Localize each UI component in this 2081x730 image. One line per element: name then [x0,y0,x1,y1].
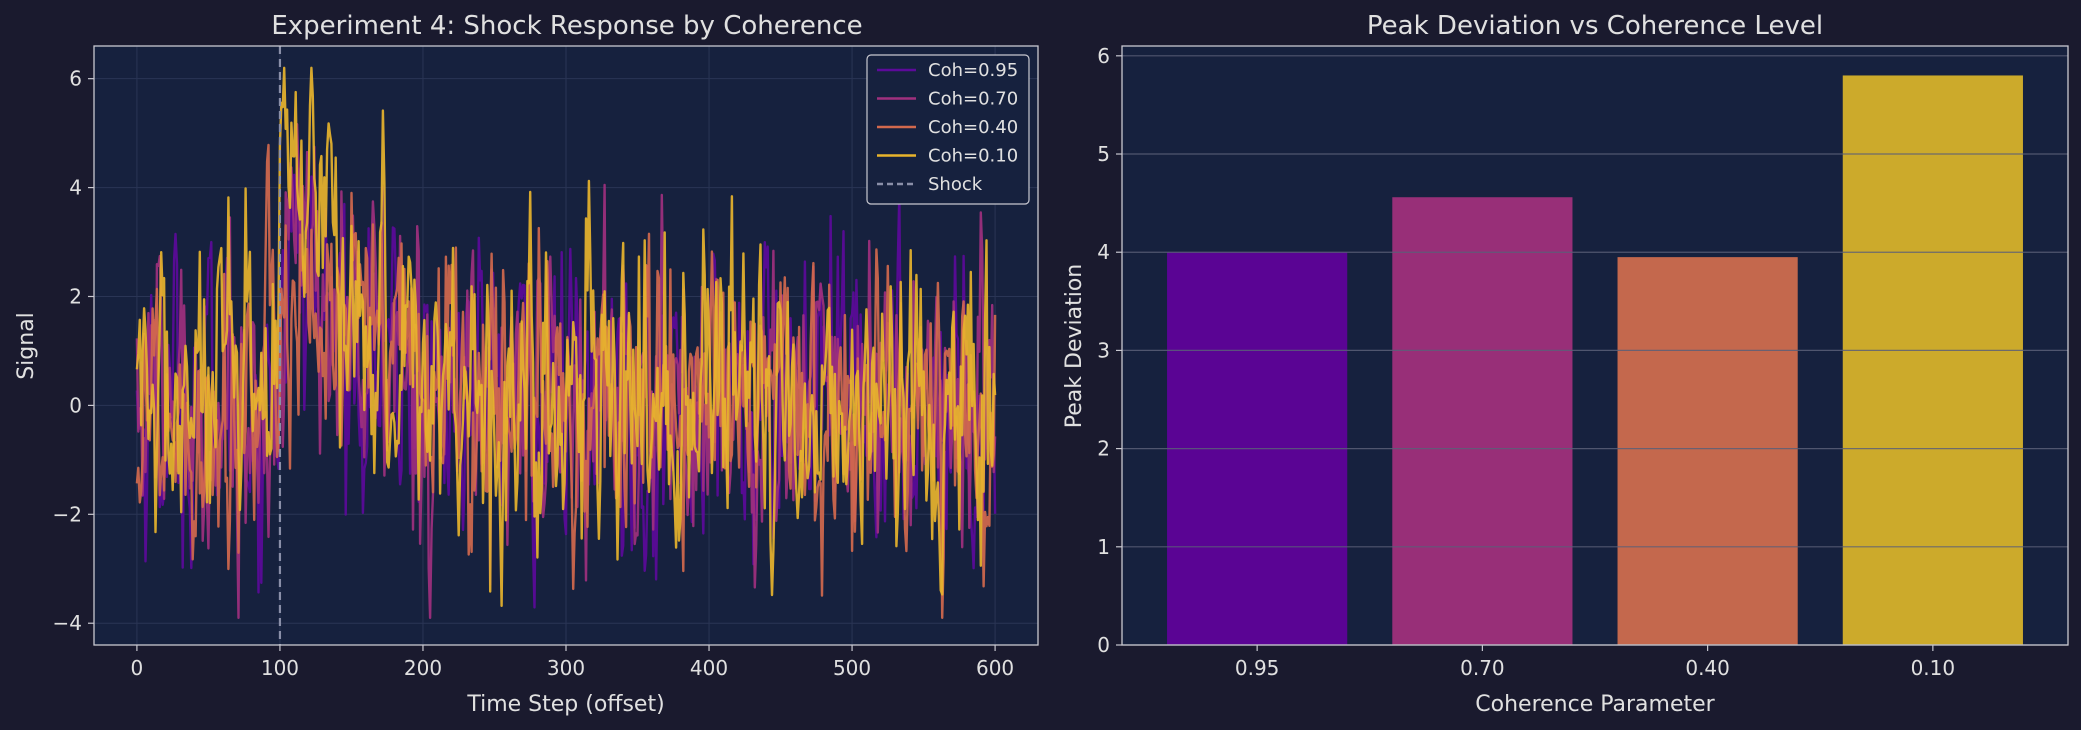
series-line [135,66,997,607]
y-tick-label: 6 [1097,44,1110,68]
legend-label: Coh=0.10 [928,146,1018,167]
line-chart-x-label: Time Step (offset) [466,692,664,717]
line-chart-legend: Coh=0.95 Coh=0.70 Coh=0.40 Coh=0.10 Shock [866,54,1030,205]
x-tick-label: 0.40 [1685,656,1730,680]
line-chart-y-axis: −4 −2 0 2 4 6 [53,67,94,635]
line-chart-x-axis: 0 100 200 300 400 500 600 [131,645,1014,680]
legend-box [866,54,1030,205]
bar-chart-y-axis: 0 1 2 3 4 5 6 [1097,44,1122,657]
y-tick-label: −2 [53,502,82,526]
legend-label: Shock [928,174,983,195]
bar [1617,257,1798,645]
line-chart-y-label: Signal [14,312,39,380]
x-tick-label: 600 [976,656,1014,680]
line-chart: Experiment 4: Shock Response by Coherenc… [14,11,1039,717]
y-tick-label: 5 [1097,142,1110,166]
x-tick-label: 400 [690,656,728,680]
y-tick-label: 0 [1097,633,1110,657]
y-tick-label: 3 [1097,338,1110,362]
legend-items: Coh=0.95 Coh=0.70 Coh=0.40 Coh=0.10 Shock [877,60,1018,195]
y-tick-label: 1 [1097,535,1110,559]
x-tick-label: 0.95 [1235,656,1280,680]
bar [1392,197,1573,645]
y-tick-label: 4 [69,176,82,200]
bar-chart-bars [1167,75,2023,646]
bar-chart-frame [1121,45,2069,646]
bar [1842,75,2023,646]
legend-label: Coh=0.95 [928,60,1018,81]
x-tick-label: 0.10 [1911,656,1956,680]
x-tick-label: 200 [404,656,442,680]
y-tick-label: 0 [69,393,82,417]
x-tick-label: 300 [547,656,585,680]
y-tick-label: 2 [69,284,82,308]
x-tick-label: 0 [131,656,144,680]
x-tick-label: 0.70 [1460,656,1505,680]
y-tick-label: 2 [1097,437,1110,461]
legend-label: Coh=0.40 [928,117,1018,138]
bar-chart-x-label: Coherence Parameter [1475,692,1715,717]
line-chart-title: Experiment 4: Shock Response by Coherenc… [271,11,862,41]
x-tick-label: 500 [833,656,871,680]
y-tick-label: 4 [1097,240,1110,264]
bar-chart-x-axis: 0.95 0.70 0.40 0.10 [1235,645,1955,680]
y-tick-label: −4 [53,611,82,635]
y-tick-label: 6 [69,67,82,91]
bar-chart-title: Peak Deviation vs Coherence Level [1367,11,1823,41]
x-tick-label: 100 [261,656,299,680]
bar-chart-y-label: Peak Deviation [1062,264,1087,428]
legend-label: Coh=0.70 [928,89,1018,110]
bar-chart: Peak Deviation vs Coherence Level 0.95 0.… [1062,11,2069,717]
